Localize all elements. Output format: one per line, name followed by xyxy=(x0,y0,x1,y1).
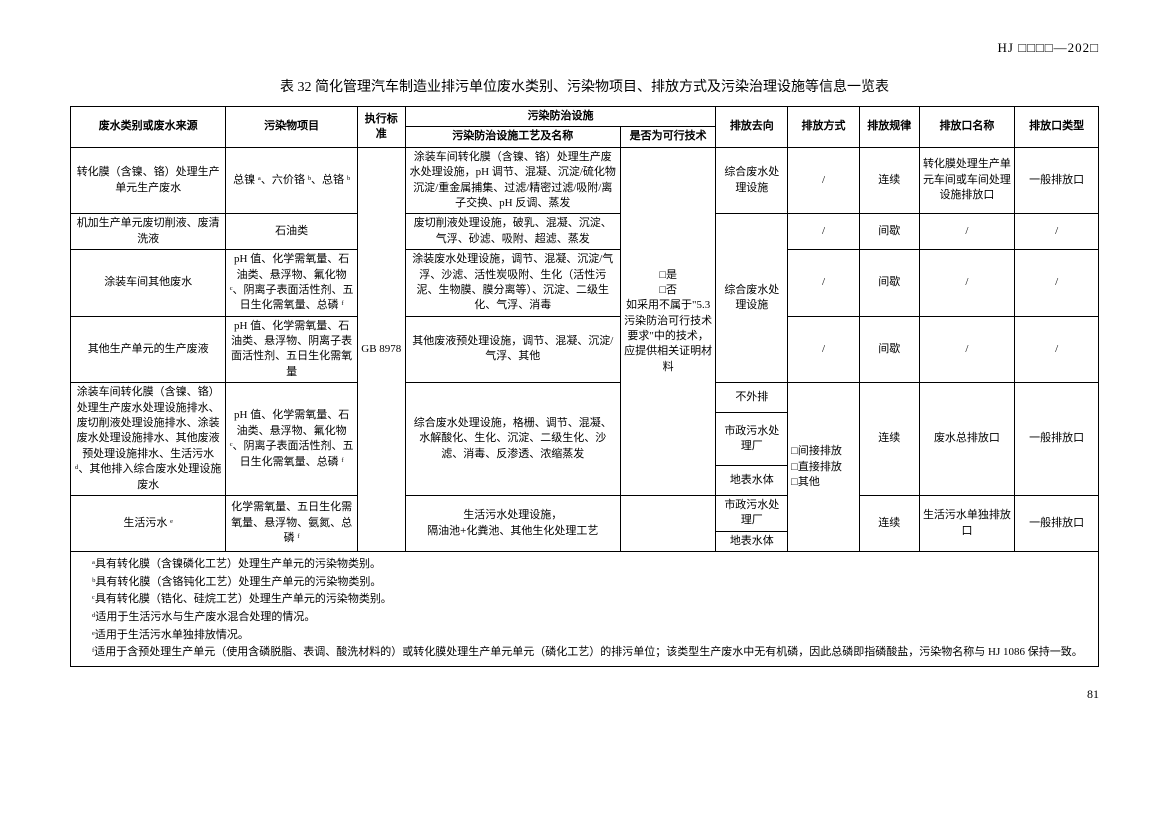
header-code: HJ □□□□—202□ xyxy=(70,40,1099,56)
cell: 一般排放口 xyxy=(1015,147,1099,214)
cell: / xyxy=(1015,316,1099,383)
table-row: 生活污水 ᵉ 化学需氧量、五日生化需氧量、悬浮物、氨氮、总磷 ᶠ 生活污水处理设… xyxy=(71,495,1099,531)
cell: 地表水体 xyxy=(716,465,788,495)
cell: / xyxy=(788,147,860,214)
cell: 涂装车间转化膜（含镍、铬）处理生产废水处理设施，pH 调节、混凝、沉淀/硫化物沉… xyxy=(405,147,620,214)
cell: 连续 xyxy=(859,495,919,551)
cell: 综合废水处理设施 xyxy=(716,147,788,214)
cell: 转化膜（含镍、铬）处理生产单元生产废水 xyxy=(71,147,226,214)
cell: 市政污水处理厂 xyxy=(716,413,788,466)
cell: / xyxy=(919,316,1015,383)
note-f: ᶠ适用于含预处理生产单元（使用含磷脱脂、表调、酸洗材料的）或转化膜处理生产单元单… xyxy=(81,644,1088,662)
cell: 涂装车间转化膜（含镍、铬）处理生产废水处理设施排水、废切削液处理设施排水、涂装废… xyxy=(71,383,226,496)
cell-standard: GB 8978 xyxy=(357,147,405,551)
cell: 一般排放口 xyxy=(1015,495,1099,551)
page-number: 81 xyxy=(70,687,1099,702)
cell: pH 值、化学需氧量、石油类、悬浮物、氟化物 ᶜ、阴离子表面活性剂、五日生化需氧… xyxy=(226,250,357,317)
table-row: 涂装车间转化膜（含镍、铬）处理生产废水处理设施排水、废切削液处理设施排水、涂装废… xyxy=(71,383,1099,413)
note-b: ᵇ具有转化膜（含铬钝化工艺）处理生产单元的污染物类别。 xyxy=(81,574,1088,592)
cell: / xyxy=(788,214,860,250)
th-pollutant: 污染物项目 xyxy=(226,107,357,148)
table-row: 其他生产单元的生产废液 pH 值、化学需氧量、石油类、悬浮物、阴离子表面活性剂、… xyxy=(71,316,1099,383)
note-e: ᵉ适用于生活污水单独排放情况。 xyxy=(81,627,1088,645)
footnotes: ᵃ具有转化膜（含镍磷化工艺）处理生产单元的污染物类别。 ᵇ具有转化膜（含铬钝化工… xyxy=(70,552,1099,667)
cell: 机加生产单元废切削液、废清洗液 xyxy=(71,214,226,250)
cell: 不外排 xyxy=(716,383,788,413)
cell: 废水总排放口 xyxy=(919,383,1015,496)
table-row: 机加生产单元废切削液、废清洗液 石油类 废切削液处理设施，破乳、混凝、沉淀、气浮… xyxy=(71,214,1099,250)
cell: 间歇 xyxy=(859,316,919,383)
cell: □间接排放 □直接排放 □其他 xyxy=(788,383,860,552)
cell: 间歇 xyxy=(859,214,919,250)
cell: 总镍 ᵃ、六价铬 ᵇ、总铬 ᵇ xyxy=(226,147,357,214)
cell: 连续 xyxy=(859,147,919,214)
table-row: 涂装车间其他废水 pH 值、化学需氧量、石油类、悬浮物、氟化物 ᶜ、阴离子表面活… xyxy=(71,250,1099,317)
cell: 综合废水处理设施 xyxy=(716,214,788,383)
cell: 化学需氧量、五日生化需氧量、悬浮物、氨氮、总磷 ᶠ xyxy=(226,495,357,551)
cell: / xyxy=(919,214,1015,250)
cell: 生活污水处理设施， 隔油池+化粪池、其他生化处理工艺 xyxy=(405,495,620,551)
note-c: ᶜ具有转化膜（锆化、硅烷工艺）处理生产单元的污染物类别。 xyxy=(81,591,1088,609)
main-table: 废水类别或废水来源 污染物项目 执行标准 污染防治设施 排放去向 排放方式 排放… xyxy=(70,106,1099,552)
th-facility-tech: 污染防治设施工艺及名称 xyxy=(405,127,620,147)
cell: 其他生产单元的生产废液 xyxy=(71,316,226,383)
table-caption: 表 32 简化管理汽车制造业排污单位废水类别、污染物项目、排放方式及污染治理设施… xyxy=(70,76,1099,96)
cell: 涂装车间其他废水 xyxy=(71,250,226,317)
th-rule: 排放规律 xyxy=(859,107,919,148)
cell: / xyxy=(919,250,1015,317)
th-outlet-name: 排放口名称 xyxy=(919,107,1015,148)
cell: 石油类 xyxy=(226,214,357,250)
th-dest: 排放去向 xyxy=(716,107,788,148)
th-feasible: 是否为可行技术 xyxy=(620,127,716,147)
cell: 综合废水处理设施，格栅、调节、混凝、水解酸化、生化、沉淀、二级生化、沙滤、消毒、… xyxy=(405,383,620,496)
cell: 连续 xyxy=(859,383,919,496)
cell: 涂装废水处理设施，调节、混凝、沉淀/气浮、沙滤、活性炭吸附、生化（活性污泥、生物… xyxy=(405,250,620,317)
cell: 市政污水处理厂 xyxy=(716,495,788,531)
th-standard: 执行标准 xyxy=(357,107,405,148)
cell: pH 值、化学需氧量、石油类、悬浮物、阴离子表面活性剂、五日生化需氧量 xyxy=(226,316,357,383)
cell: 其他废液预处理设施，调节、混凝、沉淀/气浮、其他 xyxy=(405,316,620,383)
note-d: ᵈ适用于生活污水与生产废水混合处理的情况。 xyxy=(81,609,1088,627)
cell: 生活污水 ᵉ xyxy=(71,495,226,551)
cell: pH 值、化学需氧量、石油类、悬浮物、氟化物 ᶜ、阴离子表面活性剂、五日生化需氧… xyxy=(226,383,357,496)
cell: 生活污水单独排放口 xyxy=(919,495,1015,551)
cell: / xyxy=(788,316,860,383)
note-a: ᵃ具有转化膜（含镍磷化工艺）处理生产单元的污染物类别。 xyxy=(81,556,1088,574)
cell-feasible: □是 □否 如采用不属于"5.3 污染防治可行技术要求"中的技术，应提供相关证明… xyxy=(620,147,716,495)
cell: 转化膜处理生产单元车间或车间处理设施排放口 xyxy=(919,147,1015,214)
cell: / xyxy=(788,250,860,317)
cell: 一般排放口 xyxy=(1015,383,1099,496)
cell: / xyxy=(1015,250,1099,317)
th-facility: 污染防治设施 xyxy=(405,107,716,127)
th-mode: 排放方式 xyxy=(788,107,860,148)
cell-feasible2 xyxy=(620,495,716,551)
th-outlet-type: 排放口类型 xyxy=(1015,107,1099,148)
cell: 废切削液处理设施，破乳、混凝、沉淀、气浮、砂滤、吸附、超滤、蒸发 xyxy=(405,214,620,250)
cell: / xyxy=(1015,214,1099,250)
cell: 间歇 xyxy=(859,250,919,317)
table-row: 转化膜（含镍、铬）处理生产单元生产废水 总镍 ᵃ、六价铬 ᵇ、总铬 ᵇ GB 8… xyxy=(71,147,1099,214)
cell: 地表水体 xyxy=(716,531,788,551)
th-source: 废水类别或废水来源 xyxy=(71,107,226,148)
